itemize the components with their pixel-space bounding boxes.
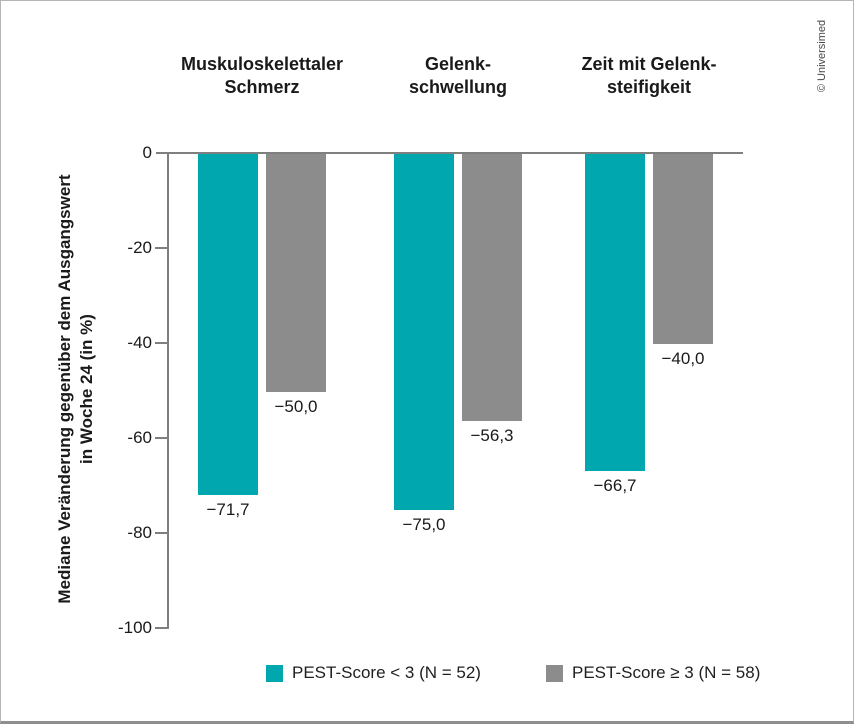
bar-value-label: −71,7 <box>206 499 250 519</box>
y-axis-tick-label: -80 <box>127 523 152 542</box>
y-axis-tick-label: -20 <box>127 238 152 257</box>
category-title: Zeit mit Gelenk-steifigkeit <box>519 53 779 99</box>
legend-item-pest-lt3: PEST-Score < 3 (N = 52) <box>266 664 481 682</box>
category-title: Gelenk-schwellung <box>328 53 588 99</box>
bar-value-label: −66,7 <box>593 475 637 495</box>
bar-value-label: −56,3 <box>470 426 514 446</box>
bar-pest-lt3 <box>585 154 645 471</box>
category-title-line: Muskuloskelettaler <box>180 54 344 74</box>
bar-pest-lt3 <box>394 154 454 511</box>
legend-label-pest-lt3: PEST-Score < 3 (N = 52) <box>292 663 481 682</box>
category-title-line: schwellung <box>408 77 507 97</box>
y-axis-tick-label: -40 <box>127 333 152 352</box>
y-axis-tick <box>155 627 168 629</box>
bar-pest-ge3 <box>266 154 326 392</box>
y-axis-tick <box>155 247 168 249</box>
bar-pest-ge3 <box>653 154 713 344</box>
y-axis-tick <box>155 437 168 439</box>
category-title-line: Gelenk- <box>424 54 492 74</box>
bar-pest-ge3 <box>462 154 522 422</box>
legend-swatch-teal <box>266 664 283 682</box>
y-axis-tick <box>155 342 168 344</box>
y-axis-tick-label: 0 <box>142 143 152 162</box>
legend-label-pest-ge3: PEST-Score ≥ 3 (N = 58) <box>572 663 761 682</box>
y-axis-tick-label: -100 <box>117 618 152 637</box>
y-axis-tick-label: -60 <box>127 428 152 447</box>
category-title-line: steifigkeit <box>606 77 692 97</box>
y-axis-tick <box>155 532 168 534</box>
category-title-line: Schmerz <box>224 77 300 97</box>
category-title-line: Zeit mit Gelenk- <box>581 54 717 74</box>
y-axis-line <box>167 152 169 629</box>
legend-swatch-gray <box>546 664 563 682</box>
legend-item-pest-ge3: PEST-Score ≥ 3 (N = 58) <box>546 664 760 682</box>
bar-pest-lt3 <box>198 154 258 495</box>
bar-value-label: −50,0 <box>274 396 318 416</box>
zero-baseline <box>156 152 743 154</box>
category-title: Muskuloskelettaler Schmerz <box>132 53 392 99</box>
bar-value-label: −75,0 <box>402 515 446 535</box>
bar-value-label: −40,0 <box>661 349 705 368</box>
